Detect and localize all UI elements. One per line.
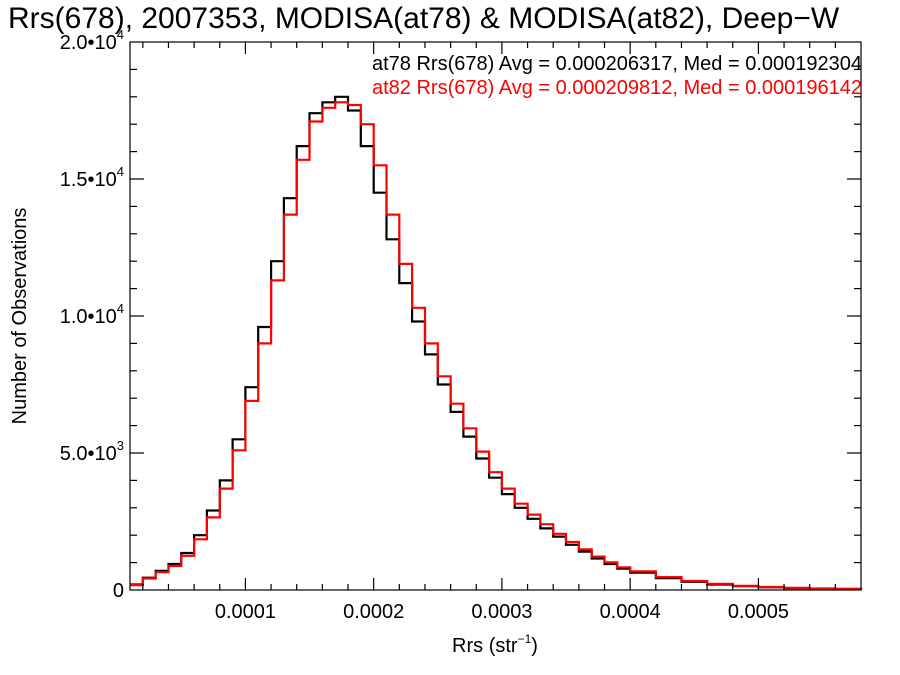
x-tick-label: 0.0005	[728, 601, 789, 623]
y-tick-label: 1.0•104	[60, 301, 124, 328]
y-tick-label: 2.0•104	[60, 27, 124, 54]
chart-title: Rrs(678), 2007353, MODISA(at78) & MODISA…	[8, 2, 840, 35]
x-axis-label-close: )	[531, 635, 538, 657]
x-axis-label-exp: −1	[518, 632, 532, 646]
x-axis-label-text: Rrs (str	[452, 635, 518, 657]
x-tick-label: 0.0002	[343, 601, 404, 623]
series-layer	[130, 95, 863, 591]
annotation-at82: at82 Rrs(678) Avg = 0.000209812, Med = 0…	[372, 77, 862, 99]
y-tick-label: 5.0•103	[60, 438, 124, 465]
annotation-at78: at78 Rrs(678) Avg = 0.000206317, Med = 0…	[372, 53, 862, 75]
x-tick-label: 0.0004	[600, 601, 661, 623]
x-tick-label: 0.0001	[215, 601, 276, 623]
y-axis: 0 5.0•103 1.0•104 1.5•104 2.0•104	[60, 27, 861, 602]
x-tick-label: 0.0003	[471, 601, 532, 623]
x-axis: 0.0001 0.0002 0.0003 0.0004 0.0005	[142, 42, 836, 623]
series-at82-line	[130, 101, 863, 590]
y-axis-label: Number of Observations	[9, 208, 31, 425]
series-at78-line	[130, 95, 863, 591]
y-tick-label: 0	[113, 580, 124, 602]
y-tick-label: 1.5•104	[60, 164, 124, 191]
x-axis-label: Rrs (str−1)	[452, 632, 538, 657]
